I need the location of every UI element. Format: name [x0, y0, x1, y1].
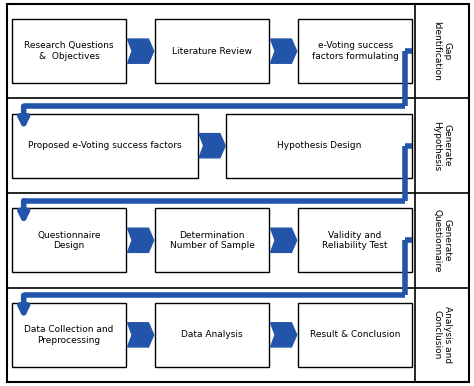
Polygon shape [199, 134, 225, 158]
Text: Result & Conclusion: Result & Conclusion [310, 330, 400, 339]
Text: Questionnaire
Design: Questionnaire Design [37, 230, 101, 250]
Polygon shape [271, 228, 297, 252]
Text: Determination
Number of Sample: Determination Number of Sample [170, 230, 255, 250]
Text: Proposed e-Voting success factors: Proposed e-Voting success factors [28, 141, 182, 150]
Polygon shape [128, 228, 154, 252]
Text: Validity and
Reliability Test: Validity and Reliability Test [322, 230, 388, 250]
FancyBboxPatch shape [155, 208, 269, 272]
FancyBboxPatch shape [298, 303, 412, 367]
Text: Gap
Identification: Gap Identification [432, 21, 452, 81]
Polygon shape [271, 323, 297, 347]
FancyBboxPatch shape [155, 303, 269, 367]
Text: Analysis and
Conclusion: Analysis and Conclusion [432, 306, 452, 363]
Text: Literature Review: Literature Review [172, 47, 252, 56]
FancyBboxPatch shape [12, 303, 127, 367]
FancyBboxPatch shape [298, 208, 412, 272]
Text: Hypothesis Design: Hypothesis Design [277, 141, 362, 150]
FancyBboxPatch shape [12, 19, 127, 83]
Polygon shape [128, 323, 154, 347]
Text: Research Questions
&  Objectives: Research Questions & Objectives [24, 41, 114, 61]
FancyBboxPatch shape [226, 114, 412, 178]
FancyBboxPatch shape [298, 19, 412, 83]
Polygon shape [271, 39, 297, 63]
Polygon shape [128, 39, 154, 63]
FancyBboxPatch shape [12, 114, 198, 178]
FancyBboxPatch shape [12, 208, 127, 272]
Text: Generate
Questionnaire: Generate Questionnaire [432, 208, 452, 272]
FancyBboxPatch shape [155, 19, 269, 83]
Text: e-Voting success
factors formulating: e-Voting success factors formulating [312, 41, 399, 61]
Text: Data Analysis: Data Analysis [181, 330, 243, 339]
Text: Generate
Hypothesis: Generate Hypothesis [432, 120, 452, 171]
Text: Data Collection and
Preprocessing: Data Collection and Preprocessing [25, 325, 114, 345]
